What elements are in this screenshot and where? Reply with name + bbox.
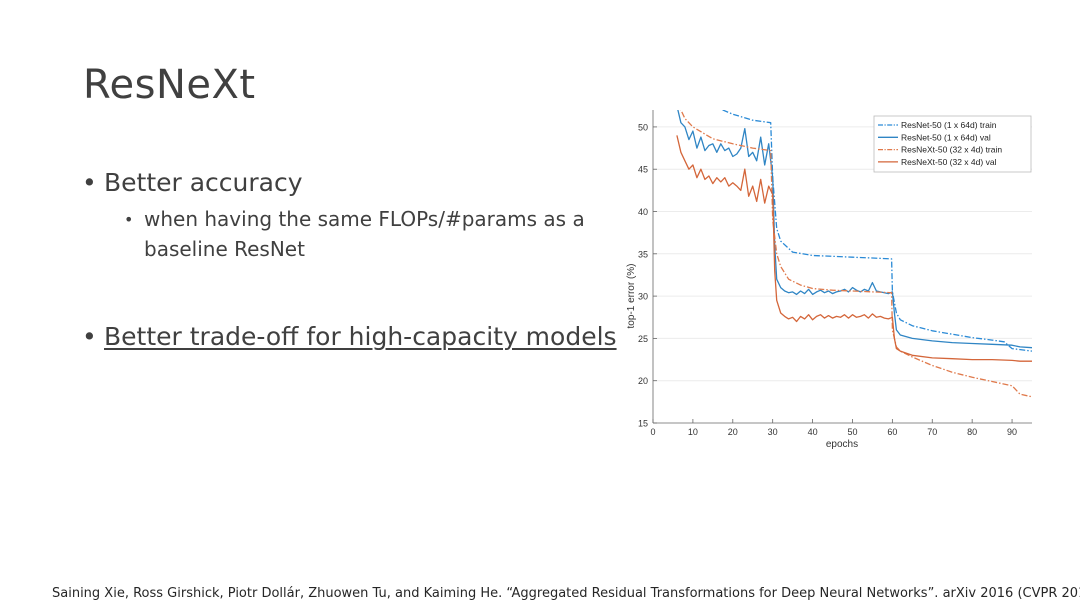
bullet-better-accuracy: • Better accuracy [82, 168, 303, 197]
sub-bullet-line-1: when having the same FLOPs/#params as a [144, 207, 585, 231]
sub-bullet-line-2: baseline ResNet [144, 237, 305, 261]
x-tick-label: 60 [887, 427, 897, 437]
y-tick-label: 30 [638, 292, 648, 302]
y-tick-label: 20 [638, 376, 648, 386]
legend-box [873, 115, 1032, 173]
series-line-3 [680, 110, 1032, 398]
slide-title: ResNeXt [83, 62, 256, 108]
x-tick-label: 20 [728, 427, 738, 437]
bullet-trade-off: • Better trade-off for high-capacity mod… [82, 322, 617, 351]
sub-bullet-dot: • [124, 210, 134, 229]
training-curves-chart: 15 20 25 30 35 40 45 50 0 10 20 30 40 50 60 70 80 90 ResN… [626, 110, 1032, 450]
legend-label: ResNet-50 (1 x 64d) train [901, 120, 997, 130]
y-tick-label: 50 [638, 122, 648, 132]
x-tick-label: 70 [927, 427, 937, 437]
legend-label: ResNeXt-50 (32 x 4d) val [901, 157, 997, 167]
bullet-text: Better accuracy [104, 168, 303, 197]
y-tick-label: 35 [638, 249, 648, 259]
x-tick-label: 80 [967, 427, 977, 437]
x-tick-label: 40 [808, 427, 818, 437]
x-tick-label: 0 [650, 427, 655, 437]
x-tick-label: 90 [1007, 427, 1017, 437]
legend: ResNet-50 (1 x 64d) train ResNet-50 (1 x … [873, 115, 1032, 173]
axes: 15 20 25 30 35 40 45 50 0 10 20 30 40 50 60 70 80 90 [638, 110, 1032, 437]
x-tick-label: 10 [688, 427, 698, 437]
y-tick-label: 40 [638, 207, 648, 217]
y-tick-label: 45 [638, 165, 648, 175]
series-line-2 [677, 110, 1032, 349]
x-tick-label: 30 [768, 427, 778, 437]
y-axis-label: top-1 error (%) [626, 263, 637, 328]
series-lines [676, 110, 1032, 398]
legend-label: ResNet-50 (1 x 64d) val [901, 132, 991, 142]
x-tick-label: 50 [847, 427, 857, 437]
series-line-1 [721, 110, 1032, 352]
sub-bullet-flops: • when having the same FLOPs/#params as … [124, 204, 585, 264]
y-tick-label: 15 [638, 419, 648, 429]
bullet-dot: • [82, 168, 97, 197]
grid [653, 126, 1032, 382]
legend-label: ResNeXt-50 (32 x 4d) train [901, 145, 1002, 155]
y-tick-label: 25 [638, 334, 648, 344]
bullet-text: Better trade-off for high-capacity model… [104, 322, 617, 351]
citation: Saining Xie, Ross Girshick, Piotr Dollár… [52, 586, 1080, 601]
x-axis-label: epochs [826, 439, 858, 450]
series-line-4 [676, 135, 1032, 362]
bullet-dot: • [82, 322, 97, 351]
